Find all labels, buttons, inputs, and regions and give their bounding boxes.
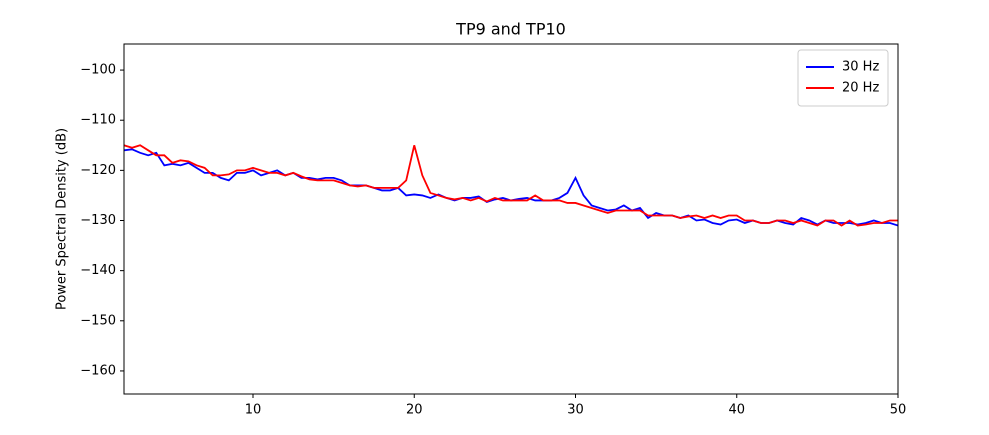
y-tick-label: −140: [80, 263, 116, 278]
x-tick-label: 10: [245, 403, 262, 418]
x-tick-label: 40: [728, 403, 745, 418]
x-tick-label: 20: [406, 403, 423, 418]
y-tick-label: −130: [80, 213, 116, 228]
x-tick-label: 50: [890, 403, 907, 418]
y-tick-label: −110: [80, 113, 116, 128]
y-tick-label: −100: [80, 63, 116, 78]
legend-label: 20 Hz: [842, 81, 879, 96]
y-tick-label: −160: [80, 363, 116, 378]
plot-frame: [123, 43, 899, 395]
y-tick-label: −150: [80, 313, 116, 328]
line-series: [124, 148, 898, 227]
line-series: [124, 144, 898, 227]
y-tick-label: −120: [80, 163, 116, 178]
x-tick-label: 30: [567, 403, 584, 418]
legend-box: [797, 49, 889, 107]
chart-title: TP9 and TP10: [455, 20, 566, 39]
legend-label: 30 Hz: [842, 60, 879, 75]
y-axis-label: Power Spectral Density (dB): [55, 128, 70, 310]
